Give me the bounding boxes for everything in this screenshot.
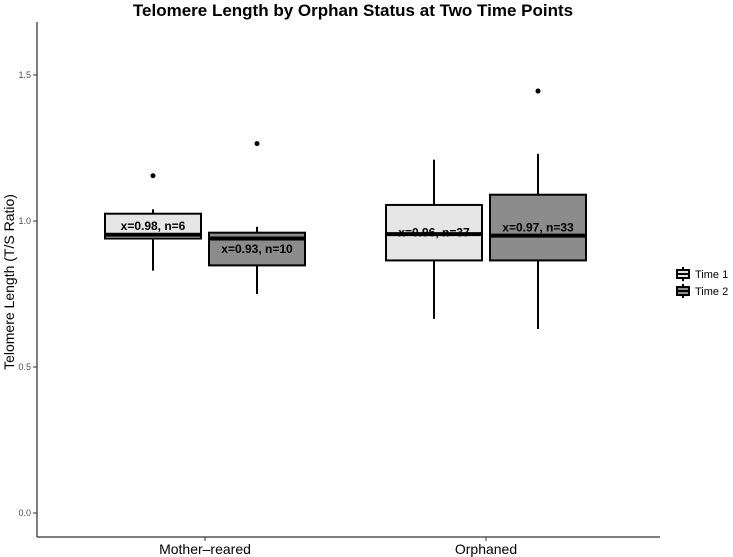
box-label: x=0.98, n=6	[121, 219, 186, 233]
legend-item-time-2: Time 2	[676, 284, 728, 298]
legend-label: Time 1	[695, 269, 728, 281]
outlier-point	[254, 141, 260, 147]
chart-title: Telomere Length by Orphan Status at Two …	[133, 1, 573, 20]
box-label: x=0.96, n=37	[398, 226, 470, 240]
x-tick-label: Mother–reared	[159, 541, 251, 557]
legend: Time 1 Time 2	[676, 267, 728, 298]
plot-area: 0.0 0.5 1.0 1.5 Mother–reared Orphaned x=0.98,…	[18, 22, 660, 557]
x-tick-label: Orphaned	[455, 541, 517, 557]
y-tick-label: 0.0	[18, 508, 31, 518]
outlier-point	[150, 173, 156, 179]
y-tick-label: 0.5	[18, 362, 31, 372]
y-tick-label: 1.0	[18, 216, 31, 226]
box-time-1: x=0.98, n=6	[104, 173, 202, 271]
box-label: x=0.93, n=10	[221, 242, 293, 256]
box-time-1: x=0.96, n=37	[385, 159, 483, 319]
y-tick-label: 1.5	[18, 70, 31, 80]
box-time-2: x=0.93, n=10	[208, 141, 306, 294]
outlier-point	[535, 88, 541, 94]
box-body	[489, 193, 587, 262]
box-time-2: x=0.97, n=33	[489, 88, 587, 330]
legend-item-time-1: Time 1	[676, 267, 728, 281]
box-label: x=0.97, n=33	[502, 221, 574, 235]
y-axis-title: Telomere Length (T/S Ratio)	[1, 194, 17, 370]
legend-label: Time 2	[695, 286, 728, 298]
